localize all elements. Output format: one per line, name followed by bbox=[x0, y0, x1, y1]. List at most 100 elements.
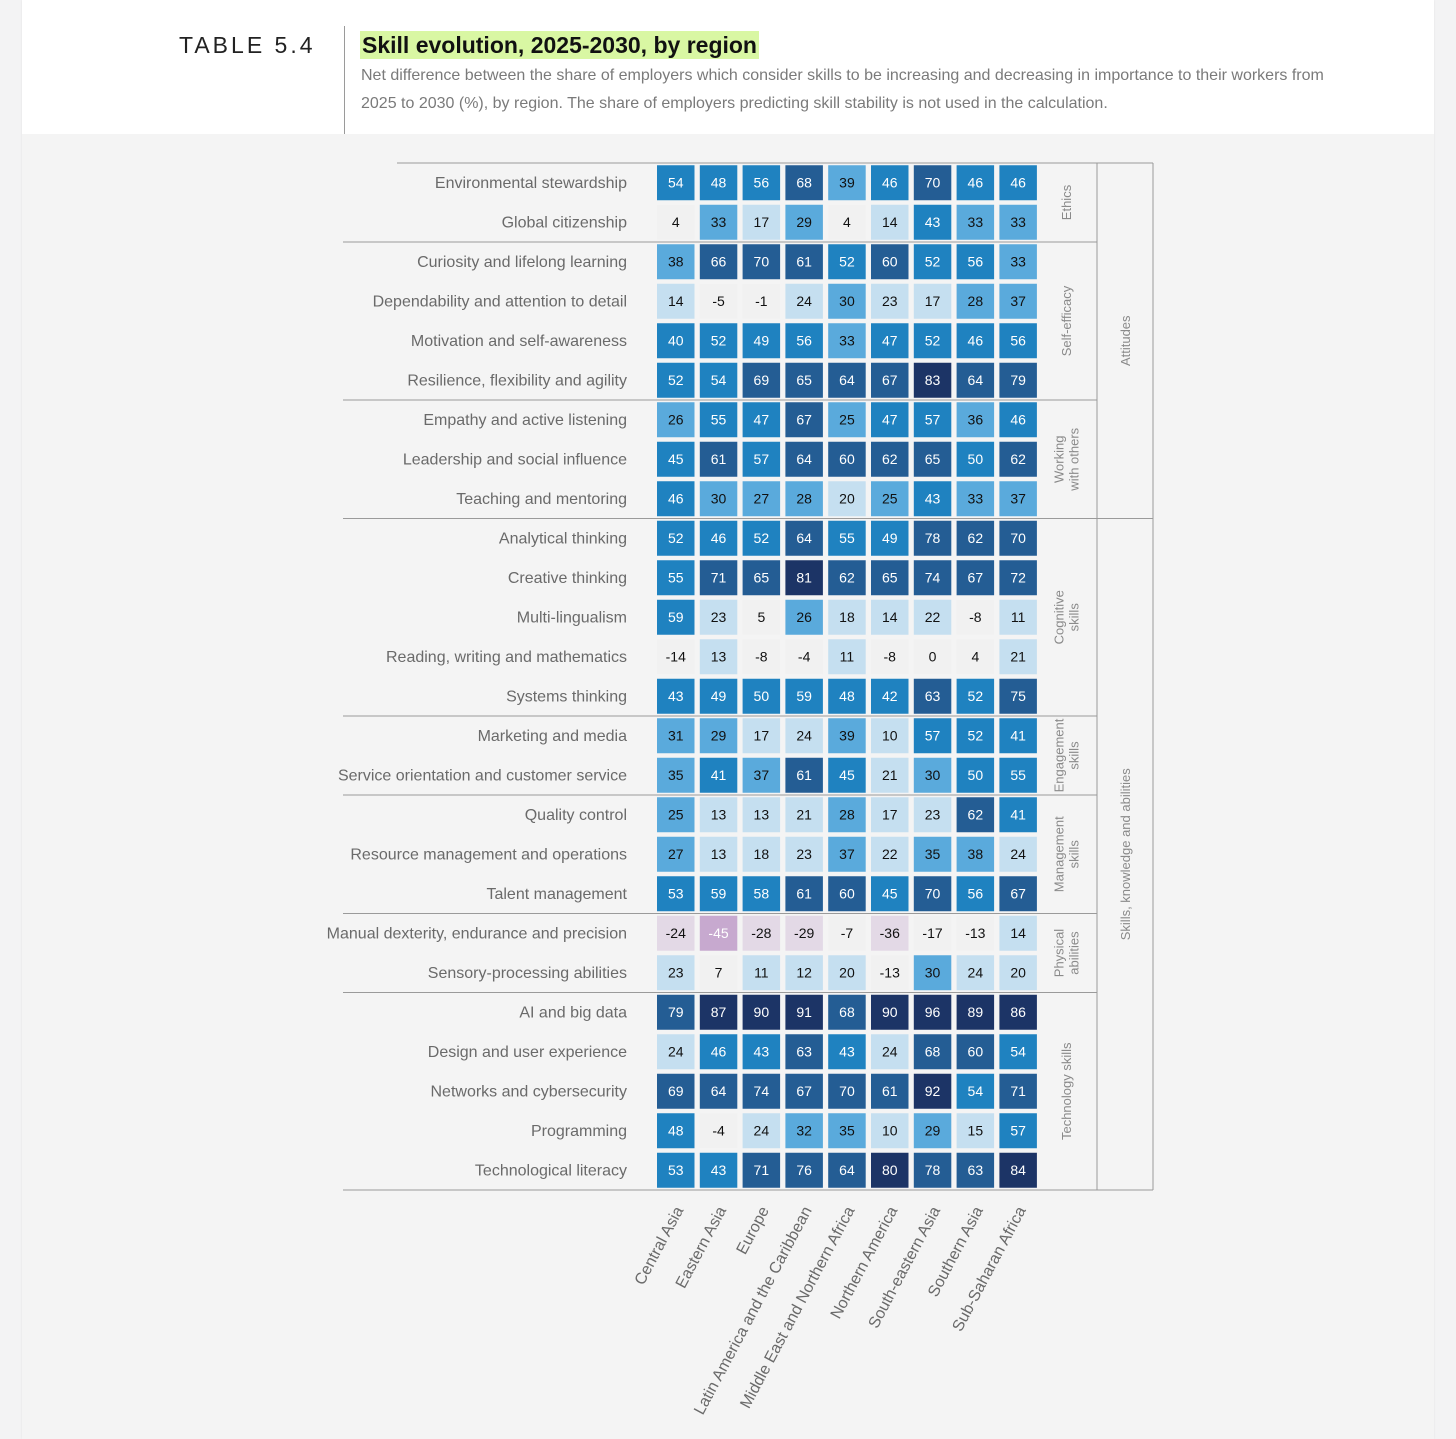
heatmap-cell bbox=[785, 797, 823, 833]
cell-value: 75 bbox=[1010, 688, 1026, 704]
heatmap-cell bbox=[871, 1073, 909, 1109]
cell-value: 70 bbox=[839, 1083, 855, 1099]
cell-value: -17 bbox=[922, 925, 942, 941]
heatmap-cell bbox=[956, 955, 995, 991]
cell-value: 35 bbox=[839, 1122, 855, 1138]
heatmap-cell bbox=[956, 323, 995, 359]
cell-value: 52 bbox=[839, 253, 855, 269]
heatmap-cell bbox=[657, 757, 695, 793]
heatmap-cell bbox=[913, 797, 952, 833]
heatmap-cell bbox=[742, 560, 781, 596]
cell-value: 59 bbox=[711, 885, 727, 901]
heatmap-cell bbox=[871, 441, 909, 477]
subgroup-label-line: abilities bbox=[1067, 931, 1082, 975]
heatmap-cell bbox=[699, 481, 738, 517]
cell-value: 65 bbox=[925, 451, 941, 467]
heatmap-cell bbox=[999, 994, 1037, 1030]
heatmap-cell bbox=[657, 915, 695, 951]
heatmap-cell bbox=[999, 876, 1037, 912]
heatmap-cell bbox=[956, 560, 995, 596]
cell-value: 43 bbox=[711, 1162, 727, 1178]
heatmap-cell bbox=[999, 560, 1037, 596]
heatmap-cell bbox=[657, 402, 695, 438]
heatmap-cell bbox=[828, 718, 866, 754]
heatmap-cell bbox=[785, 718, 823, 754]
cell-value: 57 bbox=[925, 411, 941, 427]
cell-value: 50 bbox=[968, 767, 984, 783]
cell-value: 56 bbox=[968, 253, 984, 269]
cell-value: 61 bbox=[796, 885, 812, 901]
cell-value: -8 bbox=[884, 648, 897, 664]
heatmap-cell bbox=[742, 441, 781, 477]
heatmap-cell bbox=[828, 599, 866, 635]
heatmap-cell bbox=[657, 244, 695, 280]
cell-value: 60 bbox=[882, 253, 898, 269]
heatmap-cell bbox=[999, 1152, 1037, 1188]
heatmap-cell bbox=[657, 204, 695, 240]
heatmap-cell bbox=[742, 639, 781, 675]
cell-value: 56 bbox=[968, 885, 984, 901]
cell-value: 54 bbox=[1010, 1043, 1026, 1059]
heatmap-cell bbox=[828, 362, 866, 398]
cell-value: 71 bbox=[754, 1162, 770, 1178]
heatmap-cell bbox=[657, 599, 695, 635]
heatmap-cell bbox=[913, 599, 952, 635]
cell-value: 68 bbox=[839, 1004, 855, 1020]
cell-value: 37 bbox=[1010, 293, 1026, 309]
cell-value: 52 bbox=[925, 253, 941, 269]
cell-value: 43 bbox=[839, 1043, 855, 1059]
heatmap-cell bbox=[785, 757, 823, 793]
cell-value: 28 bbox=[796, 490, 812, 506]
cell-value: 12 bbox=[796, 964, 812, 980]
heatmap-cell bbox=[956, 599, 995, 635]
heatmap-cell bbox=[913, 994, 952, 1030]
cell-value: 35 bbox=[668, 767, 684, 783]
cell-value: 45 bbox=[882, 885, 898, 901]
heatmap-cell bbox=[999, 323, 1037, 359]
header bbox=[22, 0, 1434, 134]
row-label: Quality control bbox=[525, 807, 627, 824]
heatmap-cell bbox=[657, 994, 695, 1030]
cell-value: 81 bbox=[796, 569, 812, 585]
cell-value: 54 bbox=[968, 1083, 984, 1099]
heatmap-cell bbox=[657, 876, 695, 912]
cell-value: 27 bbox=[754, 490, 770, 506]
heatmap-cell bbox=[956, 244, 995, 280]
cell-value: 14 bbox=[668, 293, 684, 309]
cell-value: 14 bbox=[1010, 925, 1026, 941]
heatmap-cell bbox=[657, 718, 695, 754]
cell-value: 71 bbox=[1010, 1083, 1026, 1099]
cell-value: 71 bbox=[711, 569, 727, 585]
heatmap-cell bbox=[871, 323, 909, 359]
cell-value: 72 bbox=[1010, 569, 1026, 585]
cell-value: 4 bbox=[672, 214, 680, 230]
cell-value: 52 bbox=[668, 530, 684, 546]
row-label: Reading, writing and mathematics bbox=[386, 649, 627, 666]
cell-value: 87 bbox=[711, 1004, 727, 1020]
heatmap-cell bbox=[699, 1113, 738, 1149]
cell-value: 46 bbox=[968, 332, 984, 348]
cell-value: 64 bbox=[711, 1083, 727, 1099]
heatmap-cell bbox=[999, 1073, 1037, 1109]
cell-value: 48 bbox=[668, 1122, 684, 1138]
cell-value: 22 bbox=[925, 609, 941, 625]
cell-value: 40 bbox=[668, 332, 684, 348]
heatmap-cell bbox=[999, 283, 1037, 319]
row-label: Multi-lingualism bbox=[517, 609, 627, 626]
cell-value: 52 bbox=[754, 530, 770, 546]
heatmap-cell bbox=[871, 1113, 909, 1149]
heatmap-cell bbox=[871, 955, 909, 991]
heatmap-cell bbox=[828, 797, 866, 833]
heatmap-cell bbox=[785, 520, 823, 556]
row-label: AI and big data bbox=[519, 1004, 627, 1021]
cell-value: 21 bbox=[796, 806, 812, 822]
cell-value: 92 bbox=[925, 1083, 941, 1099]
cell-value: 64 bbox=[796, 530, 812, 546]
heatmap-cell bbox=[742, 520, 781, 556]
cell-value: 33 bbox=[968, 214, 984, 230]
cell-value: 49 bbox=[711, 688, 727, 704]
cell-value: 20 bbox=[839, 964, 855, 980]
subgroup-label: Engagementskills bbox=[1052, 718, 1082, 792]
heatmap-cell bbox=[785, 639, 823, 675]
cell-value: -45 bbox=[708, 925, 728, 941]
